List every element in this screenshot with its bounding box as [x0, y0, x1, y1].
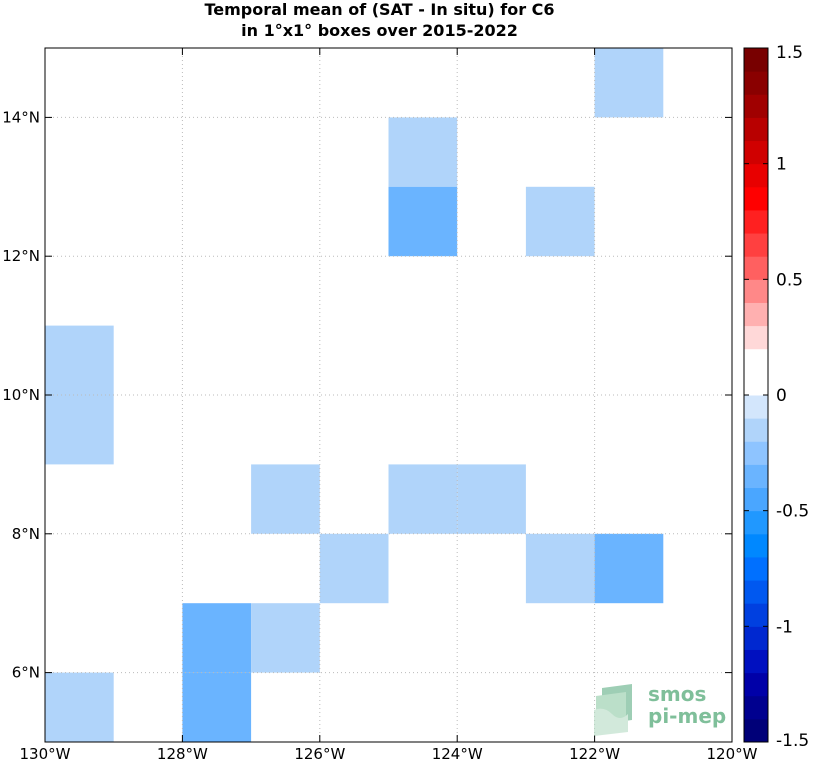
- logo-text-smos: smos: [648, 682, 707, 706]
- colorbar-tick-label: 0.5: [776, 270, 803, 290]
- heatmap-cell: [251, 603, 320, 673]
- x-tick-label: 128°W: [157, 745, 208, 763]
- heatmap-cell: [182, 672, 252, 742]
- colorbar-segment: [744, 71, 768, 95]
- heatmap-cell: [525, 186, 595, 257]
- colorbar-segment: [744, 603, 768, 627]
- x-tick-label: 130°W: [20, 745, 71, 763]
- heatmap-cell: [45, 395, 114, 465]
- colorbar-segment: [744, 418, 768, 442]
- x-tick-label: 124°W: [432, 745, 483, 763]
- colorbar-segment: [744, 302, 768, 327]
- colorbar-segment: [744, 626, 768, 650]
- colorbar-segment: [744, 649, 768, 674]
- logo-text-pi-mep: pi-mep: [648, 704, 727, 728]
- colorbar-segment: [744, 94, 768, 118]
- x-tick-label: 126°W: [294, 745, 345, 763]
- heatmap-cell: [388, 117, 458, 187]
- colorbar-tick-label: 1: [776, 155, 787, 175]
- colorbar-segment: [744, 580, 768, 604]
- colorbar-segment: [744, 695, 768, 720]
- colorbar-segment: [744, 672, 768, 697]
- heatmap-cell: [182, 603, 252, 673]
- colorbar-segment: [744, 556, 768, 581]
- heatmap-cell: [388, 186, 458, 257]
- colorbar-segment: [744, 117, 768, 142]
- heatmap-cell: [319, 533, 389, 604]
- colorbar-tick-label: -1.5: [776, 731, 809, 751]
- heatmap-cell: [251, 464, 320, 534]
- colorbar-segment: [744, 325, 768, 350]
- smos-pi-mep-logo-icon: [594, 684, 632, 736]
- heatmap-cell: [45, 672, 114, 742]
- heatmap-cell: [525, 533, 595, 604]
- heatmap-cell: [594, 48, 664, 118]
- heatmap-cell: [45, 325, 114, 395]
- colorbar-segment: [744, 186, 768, 211]
- x-tick-label: 120°W: [707, 745, 758, 763]
- colorbar-segment: [744, 163, 768, 188]
- y-tick-label: 10°N: [2, 386, 40, 404]
- colorbar-segment: [744, 209, 768, 234]
- heatmap-cell: [457, 464, 526, 534]
- heatmap-cell: [113, 256, 183, 326]
- chart-title-line-2: in 1°x1° boxes over 2015-2022: [241, 21, 518, 40]
- colorbar-segment: [744, 441, 768, 465]
- colorbar-segment: [744, 371, 768, 396]
- colorbar-segment: [744, 718, 768, 743]
- colorbar-segment: [744, 395, 768, 419]
- colorbar-segment: [744, 233, 768, 257]
- colorbar-segment: [744, 533, 768, 558]
- colorbar-segment: [744, 279, 768, 303]
- y-tick-label: 8°N: [12, 525, 40, 543]
- y-tick-label: 14°N: [2, 108, 40, 126]
- colorbar-segment: [744, 140, 768, 165]
- colorbar-segment: [744, 48, 768, 72]
- y-tick-label: 12°N: [2, 247, 40, 265]
- x-tick-label: 122°W: [569, 745, 620, 763]
- heatmap-cell: [594, 533, 664, 604]
- colorbar-segment: [744, 256, 768, 280]
- colorbar-segment: [744, 510, 768, 535]
- colorbar-tick-label: -1: [776, 617, 793, 637]
- colorbar-segment: [744, 487, 768, 512]
- colorbar-segment: [744, 464, 768, 489]
- colorbar-segment: [744, 348, 768, 373]
- colorbar-tick-label: 0: [776, 386, 787, 406]
- colorbar-tick-label: 1.5: [776, 43, 803, 63]
- heatmap-cell: [388, 464, 458, 534]
- y-tick-label: 6°N: [12, 664, 40, 682]
- heatmap-cell: [45, 48, 114, 118]
- colorbar-tick-label: -0.5: [776, 502, 809, 522]
- chart-title-line-1: Temporal mean of (SAT - In situ) for C6: [204, 0, 555, 19]
